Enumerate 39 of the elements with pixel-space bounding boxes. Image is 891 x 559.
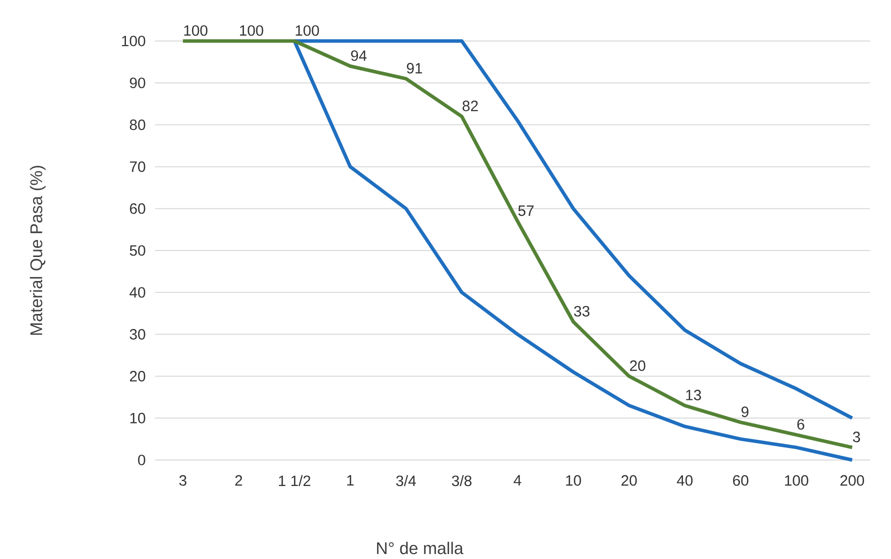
y-tick-label: 50 [130, 245, 146, 256]
data-label: 3 [852, 432, 860, 442]
y-tick-label: 10 [130, 412, 146, 424]
x-tick-label: 4 [514, 475, 522, 486]
data-label: 6 [797, 418, 804, 430]
y-tick-label: 0 [138, 454, 146, 466]
data-label: 100 [184, 25, 208, 36]
x-tick-label: 40 [676, 475, 693, 486]
x-tick-label: 60 [733, 475, 748, 486]
x-tick-label: 1 1/2 [278, 475, 310, 486]
x-tick-label: 3/8 [452, 475, 472, 486]
y-axis-title: Material Que Pasa (%) [30, 166, 46, 335]
y-tick-label: 20 [130, 370, 146, 382]
y-tick-label: 60 [130, 203, 146, 214]
data-label: 33 [574, 306, 590, 316]
y-tick-label: 100 [122, 36, 146, 46]
data-label: 57 [518, 205, 534, 216]
data-label: 82 [462, 100, 478, 112]
y-tick-label: 40 [130, 287, 146, 298]
y-tick-label: 80 [130, 119, 146, 130]
x-tick-label: 2 [235, 475, 242, 486]
x-tick-label: 10 [566, 475, 582, 486]
x-tick-label: 1 [347, 475, 354, 486]
y-tick-label: 90 [130, 78, 146, 88]
x-tick-label: 20 [622, 475, 637, 486]
x-tick-label: 200 [840, 475, 864, 486]
x-tick-label: 3/4 [396, 475, 416, 486]
data-label: 91 [406, 62, 422, 74]
data-label: 100 [240, 25, 264, 36]
data-label: 13 [686, 390, 702, 400]
x-tick-label: 3 [179, 475, 186, 486]
data-label: 94 [351, 50, 367, 61]
y-tick-label: 70 [130, 161, 146, 172]
y-tick-label: 30 [130, 328, 146, 340]
x-axis-title: N° de malla [377, 542, 464, 554]
x-tick-label: 100 [785, 475, 808, 486]
data-label: 9 [742, 406, 748, 417]
data-label: 100 [296, 25, 319, 36]
data-label: 20 [630, 360, 646, 371]
